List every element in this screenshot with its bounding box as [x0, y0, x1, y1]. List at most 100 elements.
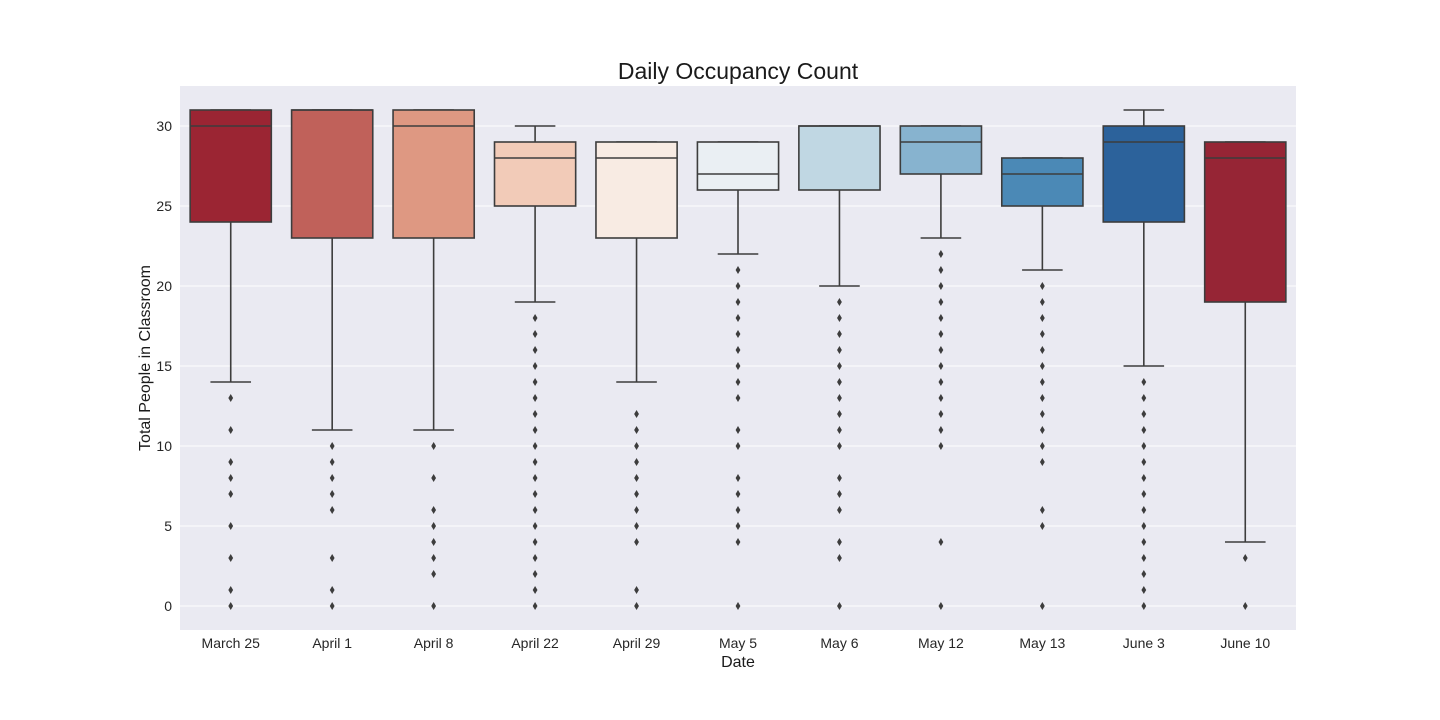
y-tick-label: 25 [156, 198, 172, 214]
outlier-point [1141, 490, 1147, 498]
outlier-point [532, 522, 538, 530]
outlier-point [228, 490, 234, 498]
x-tick-label: May 12 [918, 635, 964, 651]
box [290, 109, 374, 239]
outlier-point [837, 298, 842, 306]
outlier-point [938, 250, 944, 258]
y-tick-label: 0 [164, 598, 172, 614]
box [696, 141, 780, 191]
outlier-point [634, 426, 639, 434]
outlier-point [837, 330, 842, 338]
outlier-point [1141, 426, 1147, 434]
outlier-point [1039, 506, 1045, 514]
outlier-point [938, 330, 944, 338]
outlier-point [329, 458, 335, 466]
outlier-point [532, 378, 538, 386]
outlier-point [1141, 394, 1147, 402]
box-group [1203, 141, 1287, 610]
outlier-point [938, 282, 944, 290]
outlier-point [938, 266, 944, 274]
outlier-point [938, 602, 944, 610]
outlier-point [532, 474, 538, 482]
outlier-point [1039, 362, 1045, 370]
x-tick-label: April 1 [312, 635, 352, 651]
outlier-point [532, 554, 538, 562]
box-group [1102, 109, 1186, 610]
outlier-point [634, 442, 639, 450]
outlier-point [837, 442, 842, 450]
outlier-point [532, 538, 538, 546]
outlier-point [1141, 458, 1147, 466]
chart-title: Daily Occupancy Count [618, 58, 859, 84]
outlier-point [532, 602, 538, 610]
box-group [1000, 157, 1084, 610]
outlier-point [329, 442, 335, 450]
outlier-point [1141, 474, 1147, 482]
outlier-point [228, 426, 234, 434]
x-tick-label: May 5 [719, 635, 757, 651]
outlier-point [329, 474, 335, 482]
outlier-point [532, 362, 538, 370]
y-tick-label: 30 [156, 118, 172, 134]
box-group [798, 125, 881, 610]
outlier-point [1141, 586, 1147, 594]
outlier-point [735, 362, 741, 370]
outlier-point [1141, 506, 1147, 514]
outlier-point [1141, 410, 1147, 418]
outlier-point [1242, 554, 1248, 562]
outlier-point [532, 570, 538, 578]
outlier-point [938, 314, 944, 322]
outlier-point [532, 490, 538, 498]
outlier-point [735, 474, 741, 482]
y-tick-labels: 0 5 10 15 20 25 30 [156, 118, 172, 614]
outlier-point [735, 538, 741, 546]
outlier-point [431, 442, 437, 450]
outlier-point [329, 490, 335, 498]
outlier-point [1039, 426, 1045, 434]
outlier-point [1039, 602, 1045, 610]
box-group [493, 125, 577, 610]
outlier-point [735, 266, 741, 274]
x-axis-label: Date [721, 654, 755, 671]
outlier-point [1141, 538, 1147, 546]
box-group [189, 109, 273, 610]
box [1000, 157, 1084, 207]
outlier-point [228, 394, 234, 402]
outlier-point [938, 394, 944, 402]
outlier-point [837, 346, 842, 354]
box [493, 141, 577, 207]
outlier-point [532, 330, 538, 338]
outlier-point [228, 602, 234, 610]
outlier-point [1141, 442, 1147, 450]
outlier-point [735, 346, 741, 354]
outlier-point [1039, 410, 1045, 418]
outlier-point [1141, 602, 1147, 610]
outlier-point [431, 602, 437, 610]
box [1203, 141, 1287, 303]
outlier-point [837, 554, 842, 562]
outlier-point [1039, 314, 1045, 322]
outlier-point [634, 602, 639, 610]
outlier-point [735, 314, 741, 322]
outlier-point [634, 474, 639, 482]
outlier-point [532, 458, 538, 466]
outlier-point [938, 378, 944, 386]
outlier-point [1039, 522, 1045, 530]
outlier-point [837, 426, 842, 434]
outlier-point [532, 346, 538, 354]
outlier-point [1141, 554, 1147, 562]
outlier-point [431, 474, 437, 482]
outlier-point [532, 314, 538, 322]
x-tick-label: April 29 [613, 635, 661, 651]
box [798, 125, 881, 191]
outlier-point [1039, 378, 1045, 386]
outlier-point [431, 506, 437, 514]
outlier-point [532, 410, 538, 418]
outlier-point [938, 346, 944, 354]
box [392, 109, 476, 239]
outlier-point [329, 554, 335, 562]
outlier-point [634, 506, 639, 514]
outlier-point [1039, 394, 1045, 402]
outlier-point [431, 554, 437, 562]
outlier-point [1039, 458, 1045, 466]
